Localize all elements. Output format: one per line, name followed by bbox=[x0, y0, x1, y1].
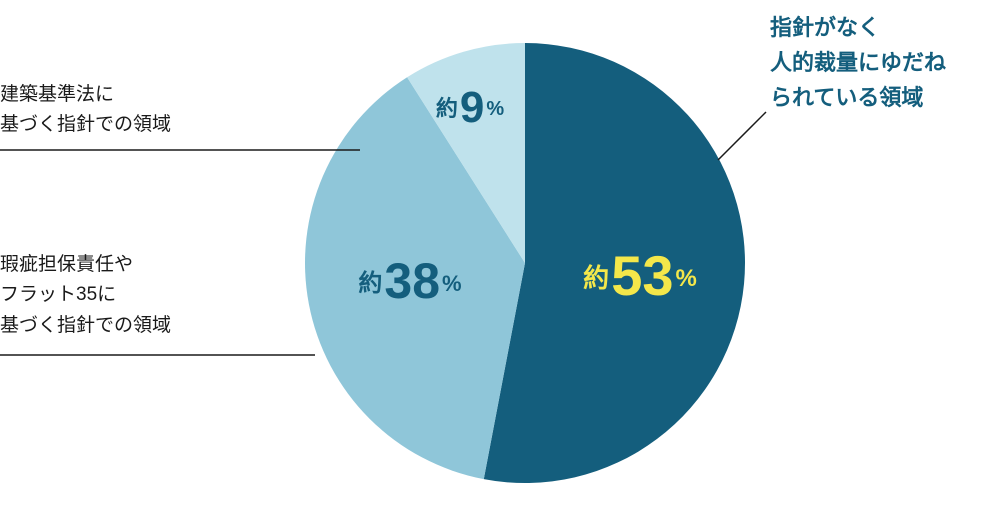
external-label-flat35: 瑕疵担保責任や フラット35に 基づく指針での領域 bbox=[0, 250, 171, 341]
slice-number: 53 bbox=[611, 244, 673, 307]
slice-prefix: 約 bbox=[358, 269, 382, 297]
slice-number: 38 bbox=[384, 253, 440, 309]
leader-line-no-guideline bbox=[718, 112, 766, 160]
external-label-building-code: 建築基準法に 基づく指針での領域 bbox=[0, 80, 171, 141]
slice-percent: % bbox=[486, 98, 504, 120]
slice-prefix: 約 bbox=[583, 263, 609, 293]
slice-percent: % bbox=[442, 271, 462, 296]
slice-number: 9 bbox=[460, 83, 484, 132]
slice-prefix: 約 bbox=[436, 96, 458, 121]
slice-percent: % bbox=[675, 265, 696, 292]
external-label-no-guideline: 指針がなく 人的裁量にゆだね られている領域 bbox=[770, 10, 946, 116]
pie-chart-container: 約53%約38%約9% 指針がなく 人的裁量にゆだね られている領域瑕疵担保責任… bbox=[0, 0, 1000, 506]
